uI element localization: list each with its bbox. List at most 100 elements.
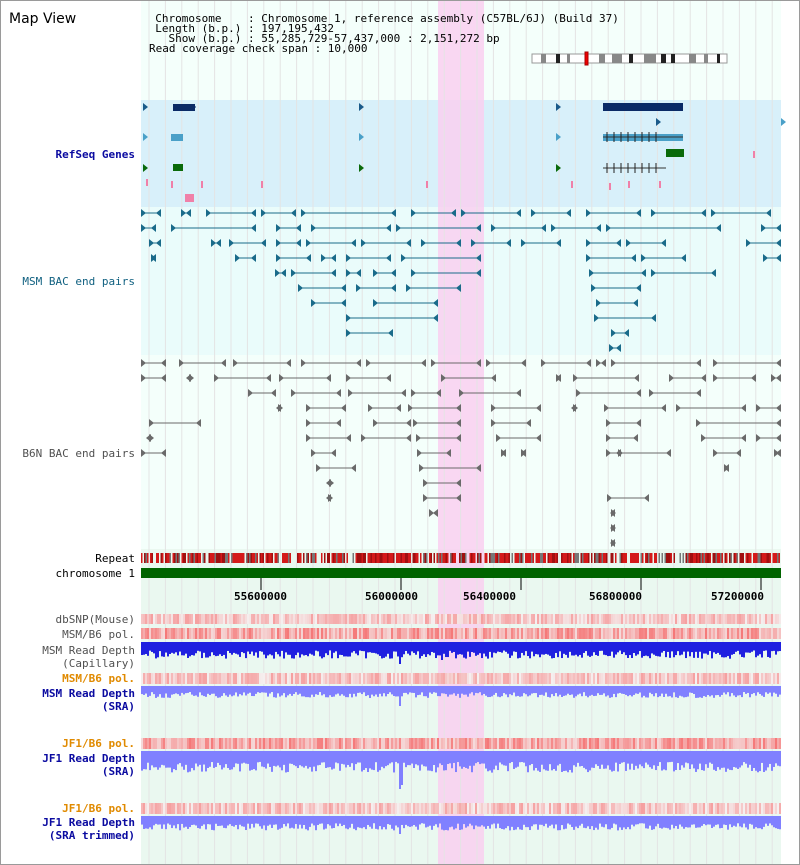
read-depth-bar — [579, 816, 581, 826]
polymorphism-heat — [315, 803, 317, 814]
read-depth-bar — [479, 686, 481, 693]
read-depth-bar — [237, 686, 239, 697]
repeat-block — [526, 553, 528, 563]
repeat-block — [756, 553, 758, 563]
repeat-block — [741, 553, 743, 563]
read-depth-bar — [351, 642, 353, 653]
msm-bac-pair-end — [606, 224, 611, 232]
repeat-block — [562, 553, 564, 563]
polymorphism-heat — [715, 673, 717, 684]
polymorphism-heat — [223, 628, 225, 639]
track-label-b6n-bac[interactable]: B6N BAC end pairs — [22, 447, 135, 460]
polymorphism-heat — [241, 738, 243, 749]
polymorphism-heat — [765, 738, 767, 749]
ideogram-band — [704, 54, 708, 63]
polymorphism-heat — [771, 738, 773, 749]
polymorphism-heat — [523, 628, 525, 639]
polymorphism-heat — [457, 628, 459, 639]
polymorphism-heat — [779, 738, 781, 749]
repeat-block — [673, 553, 675, 563]
polymorphism-heat — [669, 803, 671, 814]
polymorphism-heat — [547, 673, 549, 684]
read-depth-bar — [509, 686, 511, 695]
polymorphism-heat — [535, 628, 537, 639]
polymorphism-heat — [339, 614, 341, 624]
repeat-block — [328, 553, 330, 563]
polymorphism-heat — [589, 614, 591, 624]
read-depth-bar — [467, 751, 469, 769]
msm-bac-pair-end — [391, 269, 396, 277]
polymorphism-heat — [257, 614, 259, 624]
polymorphism-heat — [359, 803, 361, 814]
read-depth-bar — [265, 686, 267, 693]
polymorphism-heat — [303, 628, 305, 639]
read-depth-bar — [507, 751, 509, 772]
read-depth-bar — [715, 816, 717, 825]
read-depth-bar — [391, 642, 393, 659]
polymorphism-heat — [709, 803, 711, 814]
polymorphism-heat — [499, 803, 501, 814]
polymorphism-heat — [151, 673, 153, 684]
polymorphism-heat — [715, 803, 717, 814]
polymorphism-heat — [615, 614, 617, 624]
polymorphism-heat — [219, 803, 221, 814]
read-depth-bar — [319, 642, 321, 657]
read-depth-bar — [549, 751, 551, 765]
repeat-block — [396, 553, 398, 563]
read-depth-bar — [455, 642, 457, 659]
polymorphism-heat — [747, 673, 749, 684]
msm-bac-pair-end — [331, 269, 336, 277]
read-depth-bar — [231, 816, 233, 826]
b6n-bac-pair-end — [436, 389, 441, 397]
read-depth-bar — [453, 642, 455, 652]
read-depth-bar — [491, 816, 493, 825]
read-depth-bar — [147, 751, 149, 763]
polymorphism-heat — [403, 738, 405, 749]
polymorphism-heat — [321, 673, 323, 684]
polymorphism-heat — [679, 628, 681, 639]
read-depth-bar — [299, 686, 301, 694]
read-depth-bar — [657, 642, 659, 657]
read-depth-bar — [331, 751, 333, 770]
polymorphism-heat — [779, 803, 781, 814]
read-depth-bar — [347, 642, 349, 657]
polymorphism-heat — [173, 628, 175, 639]
read-depth-bar — [291, 686, 293, 696]
read-depth-bar — [383, 686, 385, 694]
read-depth-bar — [745, 816, 747, 828]
repeat-block — [582, 553, 584, 563]
track-label-msm-bac[interactable]: MSM BAC end pairs — [22, 275, 135, 288]
track-label-refseq[interactable]: RefSeq Genes — [55, 148, 135, 161]
read-depth-bar — [773, 686, 775, 693]
read-depth-bar — [685, 686, 687, 698]
b6n-bac-pair-end — [491, 404, 496, 412]
polymorphism-heat — [659, 803, 661, 814]
read-depth-bar — [485, 816, 487, 829]
read-depth-bar — [451, 642, 453, 653]
polymorphism-heat — [687, 628, 689, 639]
polymorphism-heat — [253, 803, 255, 814]
polymorphism-heat — [705, 738, 707, 749]
read-depth-bar — [225, 642, 227, 659]
read-depth-bar — [733, 816, 735, 826]
polymorphism-heat — [621, 673, 623, 684]
polymorphism-heat — [669, 673, 671, 684]
repeat-block — [339, 553, 341, 563]
polymorphism-heat — [757, 738, 759, 749]
repeat-block — [591, 553, 593, 563]
polymorphism-heat — [257, 628, 259, 639]
read-depth-bar — [483, 642, 485, 654]
polymorphism-heat — [607, 628, 609, 639]
b6n-bac-pair-end — [341, 404, 346, 412]
polymorphism-heat — [367, 614, 369, 624]
b6n-bac-pair-end — [306, 404, 311, 412]
read-depth-bar — [419, 751, 421, 771]
polymorphism-heat — [149, 614, 151, 624]
polymorphism-heat — [233, 673, 235, 684]
polymorphism-heat — [513, 628, 515, 639]
read-depth-bar — [205, 686, 207, 697]
gene-tick — [571, 181, 573, 188]
polymorphism-heat — [721, 738, 723, 749]
